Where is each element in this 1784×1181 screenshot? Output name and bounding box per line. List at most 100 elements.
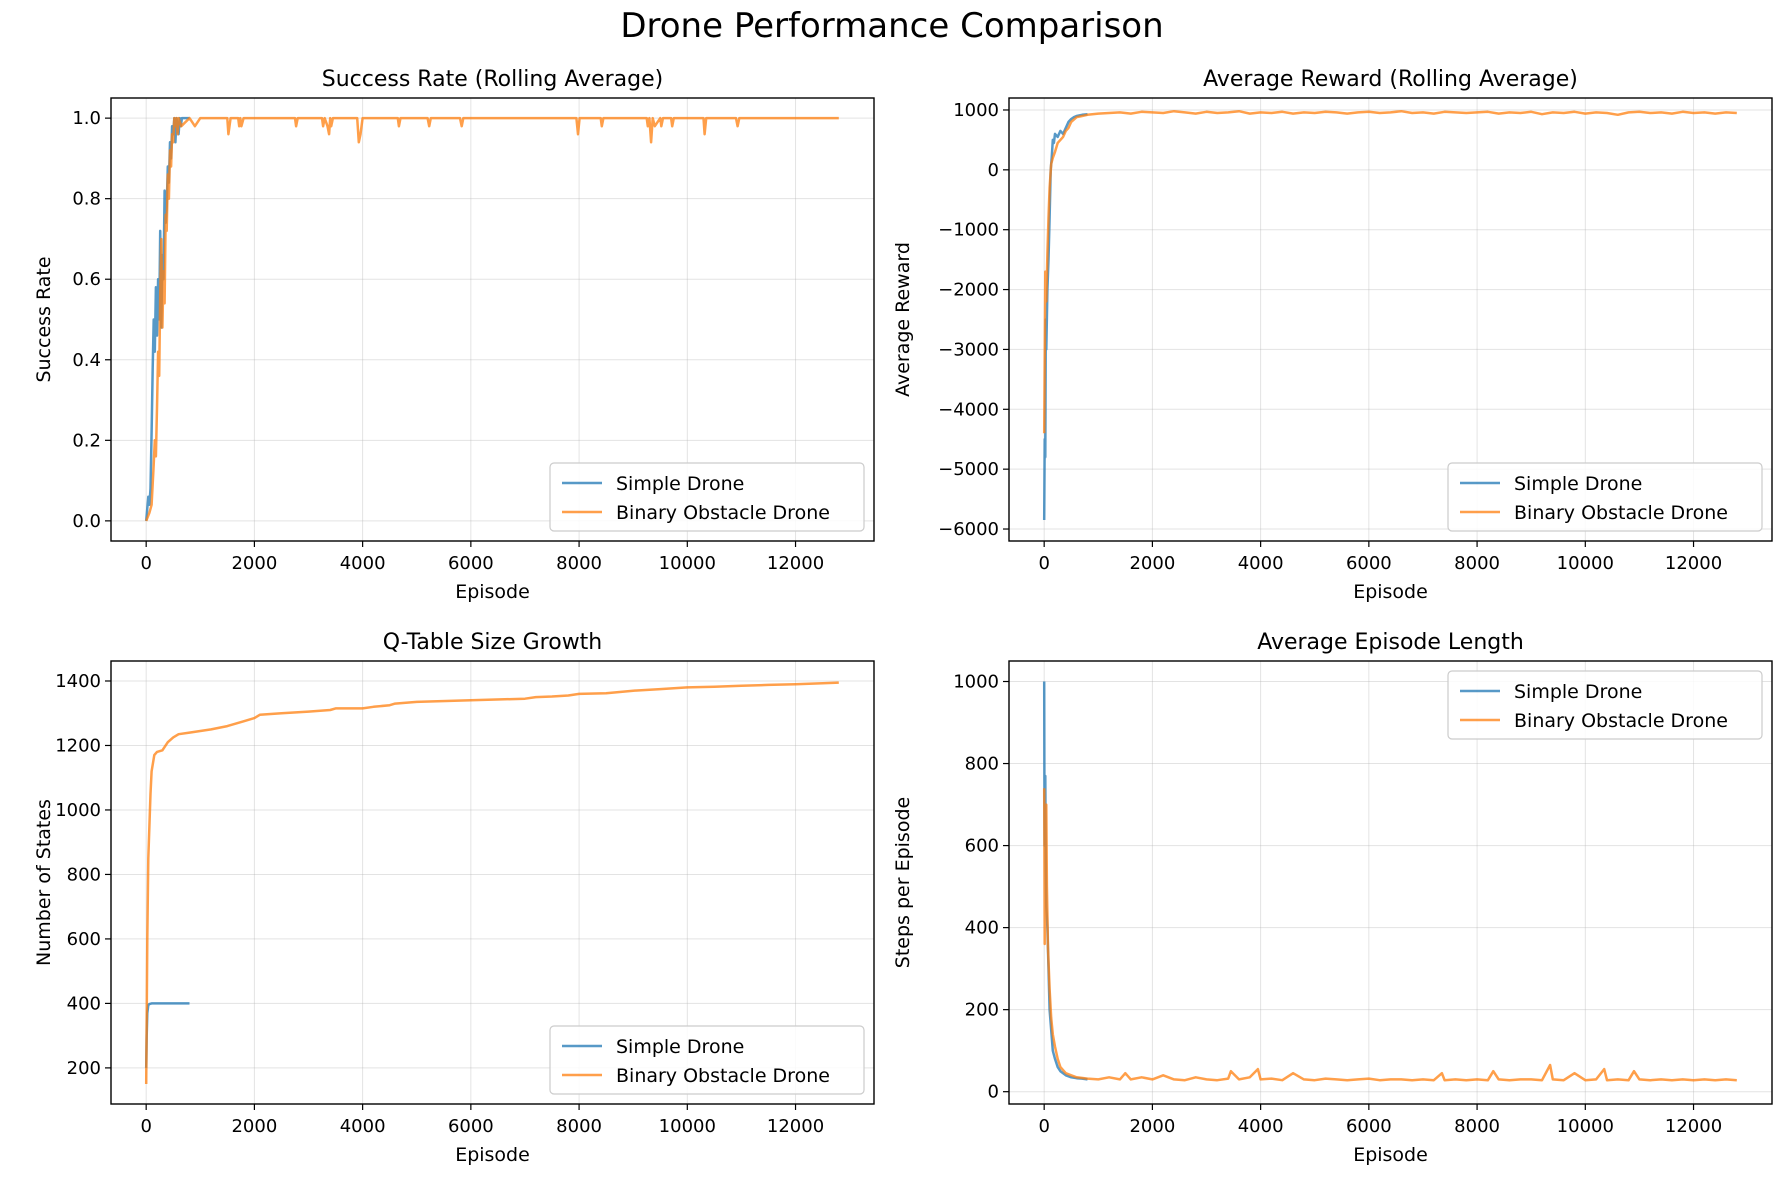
x-tick-label: 4000 bbox=[340, 553, 386, 574]
legend-label: Simple Drone bbox=[616, 473, 744, 495]
x-tick-label: 10000 bbox=[1557, 553, 1614, 574]
y-tick-label: 800 bbox=[67, 864, 101, 885]
x-tick-label: 4000 bbox=[340, 1116, 386, 1137]
series-line-binary-obstacle-drone bbox=[145, 116, 839, 522]
x-tick-label: 10000 bbox=[659, 1116, 716, 1137]
chart-panel-1: 0 2000 4000 6000 8000 10000 12000 0.0 0.2 0.4 0.6 0… bbox=[33, 67, 875, 603]
y-tick-label: 0.0 bbox=[72, 511, 101, 532]
y-tick-label: 0 bbox=[988, 160, 999, 181]
y-tick-label: −2000 bbox=[938, 280, 999, 301]
y-tick-label: 0.6 bbox=[72, 269, 101, 290]
legend: Simple Drone Binary Obstacle Drone bbox=[549, 462, 865, 532]
series-line-binary-obstacle-drone bbox=[1042, 788, 1737, 1082]
y-tick-label: 400 bbox=[67, 993, 101, 1014]
y-tick-label: −4000 bbox=[938, 399, 999, 420]
series-line-simple-drone bbox=[1042, 112, 1088, 521]
legend-box bbox=[549, 1025, 865, 1095]
x-tick-label: 6000 bbox=[448, 1116, 494, 1137]
y-axis-label: Success Rate bbox=[33, 256, 55, 382]
y-tick-label: 200 bbox=[965, 1000, 999, 1021]
y-tick-label: 200 bbox=[67, 1058, 101, 1079]
series-line-binary-obstacle-drone bbox=[1042, 109, 1737, 434]
y-tick-label: 1000 bbox=[55, 800, 101, 821]
chart-title: Success Rate (Rolling Average) bbox=[322, 67, 664, 92]
legend-label: Binary Obstacle Drone bbox=[616, 1065, 830, 1087]
y-tick-label: 1000 bbox=[953, 100, 999, 121]
x-tick-label: 8000 bbox=[556, 553, 602, 574]
legend-box bbox=[1447, 670, 1763, 740]
chart-panel-4: 0 2000 4000 6000 8000 10000 12000 0 200 400 600 800… bbox=[892, 630, 1773, 1166]
x-tick-label: 6000 bbox=[1346, 1116, 1392, 1137]
y-tick-label: 0.4 bbox=[72, 350, 101, 371]
y-tick-label: 0.2 bbox=[72, 430, 101, 451]
chart-panel-3: 0 2000 4000 6000 8000 10000 12000 200 400 600 800 1… bbox=[33, 630, 875, 1166]
legend-label: Binary Obstacle Drone bbox=[1514, 502, 1728, 524]
y-tick-label: 1.0 bbox=[72, 108, 101, 129]
x-tick-label: 0 bbox=[140, 553, 151, 574]
legend: Simple Drone Binary Obstacle Drone bbox=[549, 1025, 865, 1095]
x-axis-label: Episode bbox=[1353, 1144, 1428, 1166]
legend-label: Binary Obstacle Drone bbox=[616, 502, 830, 524]
axes-frame bbox=[1008, 97, 1773, 542]
y-axis-label: Number of States bbox=[33, 799, 55, 966]
x-axis-label: Episode bbox=[455, 581, 530, 603]
y-tick-label: −1000 bbox=[938, 220, 999, 241]
x-tick-label: 8000 bbox=[556, 1116, 602, 1137]
legend-label: Simple Drone bbox=[1514, 681, 1642, 703]
chart-title: Q-Table Size Growth bbox=[383, 630, 603, 655]
x-tick-label: 8000 bbox=[1454, 553, 1500, 574]
chart-panel-2: 0 2000 4000 6000 8000 10000 12000−6000−5000−40… bbox=[892, 67, 1773, 603]
y-tick-label: 400 bbox=[965, 918, 999, 939]
figure-title: Drone Performance Comparison bbox=[620, 6, 1164, 46]
y-tick-label: 0 bbox=[988, 1082, 999, 1103]
y-tick-label: 0.8 bbox=[72, 189, 101, 210]
legend-label: Simple Drone bbox=[616, 1036, 744, 1058]
x-tick-label: 2000 bbox=[231, 1116, 277, 1137]
chart-title: Average Reward (Rolling Average) bbox=[1203, 67, 1578, 92]
x-tick-label: 0 bbox=[1038, 553, 1049, 574]
x-tick-label: 12000 bbox=[1665, 1116, 1722, 1137]
x-tick-label: 2000 bbox=[1129, 553, 1175, 574]
y-axis-label: Steps per Episode bbox=[892, 797, 914, 968]
series-line-binary-obstacle-drone bbox=[144, 681, 839, 1085]
x-axis-label: Episode bbox=[455, 1144, 530, 1166]
y-tick-label: 1400 bbox=[55, 671, 101, 692]
legend: Simple Drone Binary Obstacle Drone bbox=[1447, 670, 1763, 740]
y-tick-label: 600 bbox=[67, 929, 101, 950]
y-tick-label: −3000 bbox=[938, 339, 999, 360]
x-tick-label: 12000 bbox=[767, 553, 824, 574]
x-tick-label: 12000 bbox=[1665, 553, 1722, 574]
legend-box bbox=[549, 462, 865, 532]
axes-frame bbox=[110, 660, 875, 1105]
x-tick-label: 12000 bbox=[767, 1116, 824, 1137]
y-tick-label: −5000 bbox=[938, 459, 999, 480]
y-tick-label: 800 bbox=[965, 754, 999, 775]
y-tick-label: 1200 bbox=[55, 735, 101, 756]
legend-box bbox=[1447, 462, 1763, 532]
x-tick-label: 4000 bbox=[1238, 553, 1284, 574]
legend-label: Binary Obstacle Drone bbox=[1514, 710, 1728, 732]
x-tick-label: 8000 bbox=[1454, 1116, 1500, 1137]
y-tick-label: 600 bbox=[965, 836, 999, 857]
x-axis-label: Episode bbox=[1353, 581, 1428, 603]
y-axis-label: Average Reward bbox=[892, 242, 914, 397]
legend: Simple Drone Binary Obstacle Drone bbox=[1447, 462, 1763, 532]
y-tick-label: 1000 bbox=[953, 672, 999, 693]
x-tick-label: 10000 bbox=[1557, 1116, 1614, 1137]
x-tick-label: 2000 bbox=[1129, 1116, 1175, 1137]
x-tick-label: 2000 bbox=[231, 553, 277, 574]
x-tick-label: 4000 bbox=[1238, 1116, 1284, 1137]
legend-label: Simple Drone bbox=[1514, 473, 1642, 495]
series-line-simple-drone bbox=[144, 1002, 190, 1068]
x-tick-label: 6000 bbox=[1346, 553, 1392, 574]
y-tick-label: −6000 bbox=[938, 519, 999, 540]
chart-title: Average Episode Length bbox=[1257, 630, 1524, 655]
x-tick-label: 10000 bbox=[659, 553, 716, 574]
x-tick-label: 6000 bbox=[448, 553, 494, 574]
x-tick-label: 0 bbox=[140, 1116, 151, 1137]
axes-frame bbox=[1008, 660, 1773, 1105]
x-tick-label: 0 bbox=[1038, 1116, 1049, 1137]
axes-frame bbox=[110, 97, 875, 542]
